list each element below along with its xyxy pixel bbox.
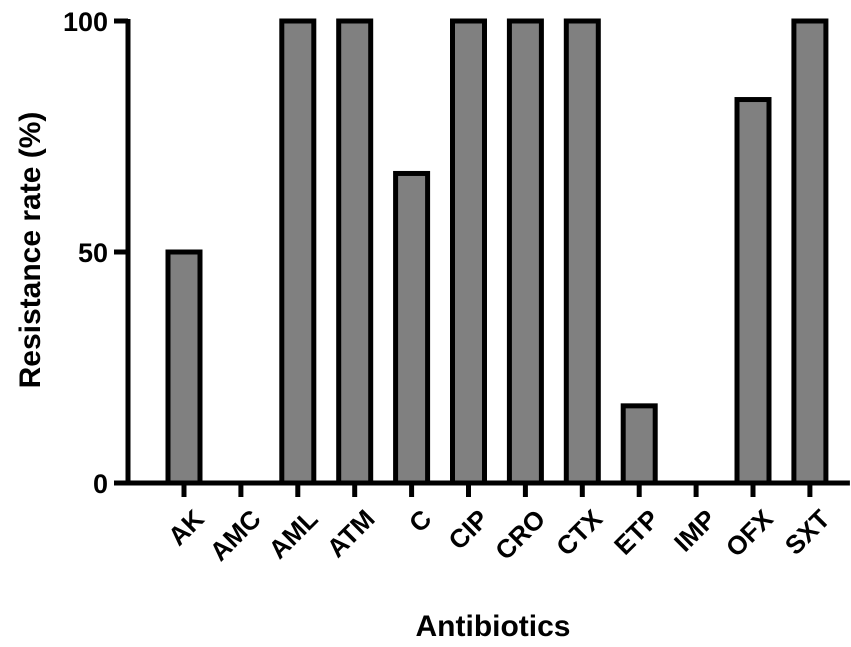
y-axis-title: Resistance rate (%) xyxy=(14,112,47,389)
y-tick-label-100: 100 xyxy=(63,7,108,37)
bar-atm xyxy=(336,18,374,486)
x-tick-label-sxt: SXT xyxy=(779,504,836,561)
axes-group xyxy=(114,18,850,497)
bar-aml xyxy=(279,18,317,486)
y-tick-label-50: 50 xyxy=(78,238,108,268)
y-tick-label-0: 0 xyxy=(93,469,108,499)
bar-c xyxy=(393,170,431,486)
x-axis-title: Antibiotics xyxy=(416,610,571,643)
x-tick-label-etp: ETP xyxy=(608,504,665,561)
x-tick-label-ofx: OFX xyxy=(720,503,779,562)
x-tick-label-ctx: CTX xyxy=(550,503,608,561)
bars-group xyxy=(165,18,829,486)
bar-etp xyxy=(620,403,658,486)
x-tick-label-cro: CRO xyxy=(489,504,551,566)
x-tick-label-imp: IMP xyxy=(668,504,722,558)
x-tick-label-ak: AK xyxy=(162,503,210,551)
bar-ofx xyxy=(734,97,772,486)
bar-ak xyxy=(165,249,203,486)
bar-cro xyxy=(506,18,544,486)
x-tick-label-atm: ATM xyxy=(321,504,381,564)
bar-cip xyxy=(450,18,487,486)
x-tick-label-aml: AML xyxy=(263,504,324,565)
bar-sxt xyxy=(791,18,829,486)
x-tick-label-c: C xyxy=(403,503,438,538)
x-tick-label-cip: CIP xyxy=(442,504,494,556)
x-tick-label-amc: AMC xyxy=(204,503,267,566)
bar-ctx xyxy=(563,18,601,486)
